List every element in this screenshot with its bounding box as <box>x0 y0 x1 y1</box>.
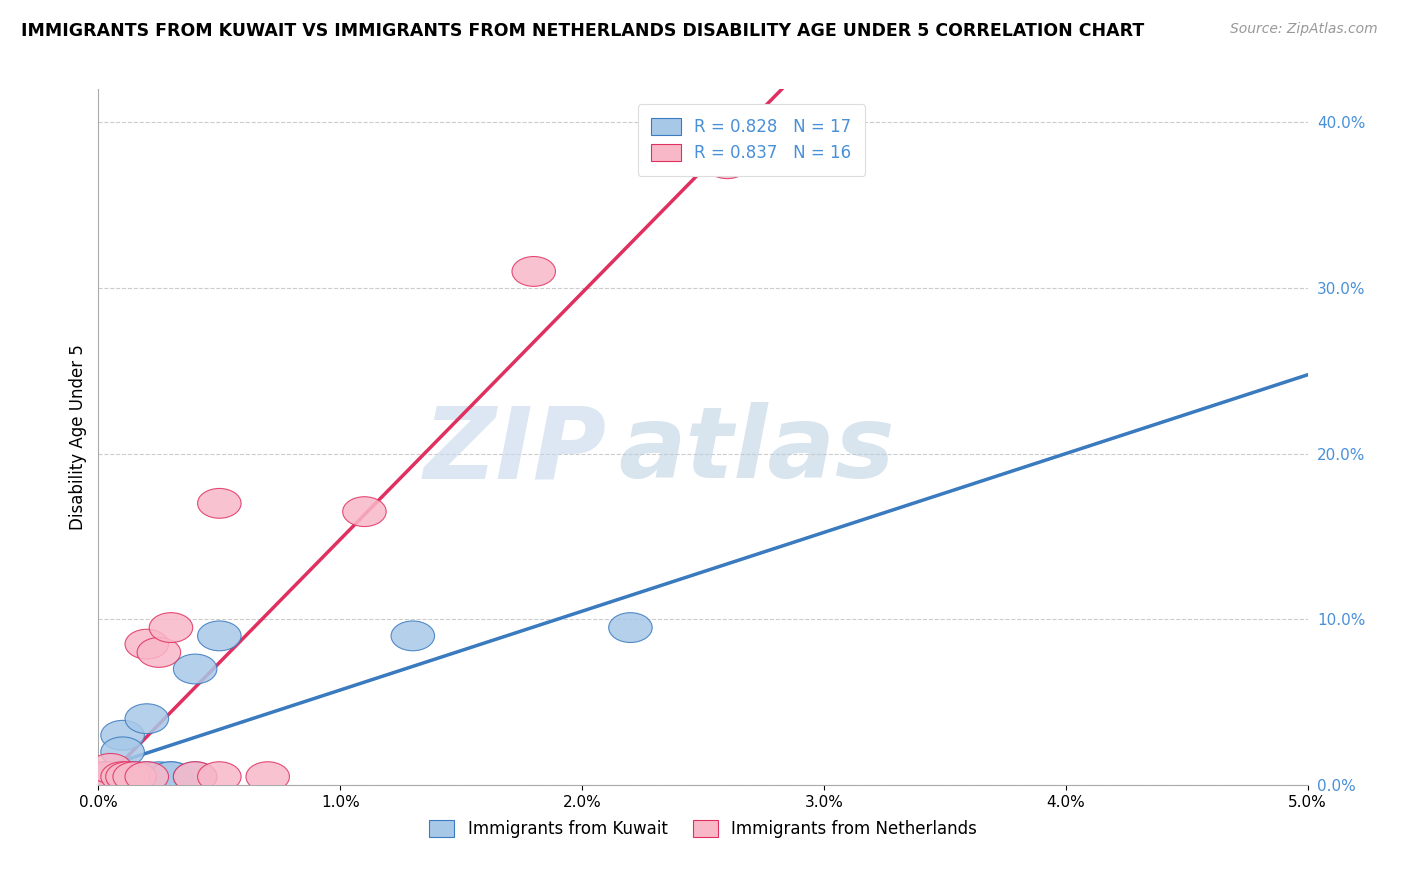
Ellipse shape <box>101 721 145 750</box>
Ellipse shape <box>94 765 138 795</box>
Ellipse shape <box>609 613 652 642</box>
Text: atlas: atlas <box>619 402 894 500</box>
Ellipse shape <box>89 754 132 783</box>
Ellipse shape <box>105 762 149 791</box>
Ellipse shape <box>112 762 156 791</box>
Ellipse shape <box>391 621 434 651</box>
Ellipse shape <box>125 704 169 733</box>
Ellipse shape <box>198 489 240 518</box>
Ellipse shape <box>125 762 169 791</box>
Ellipse shape <box>149 762 193 791</box>
Ellipse shape <box>198 762 240 791</box>
Ellipse shape <box>512 257 555 286</box>
Ellipse shape <box>173 654 217 684</box>
Ellipse shape <box>101 737 145 767</box>
Ellipse shape <box>84 762 128 791</box>
Ellipse shape <box>138 762 180 791</box>
Ellipse shape <box>89 762 132 791</box>
Ellipse shape <box>84 762 128 791</box>
Ellipse shape <box>138 638 180 667</box>
Ellipse shape <box>112 762 156 791</box>
Y-axis label: Disability Age Under 5: Disability Age Under 5 <box>69 344 87 530</box>
Ellipse shape <box>246 762 290 791</box>
Ellipse shape <box>173 762 217 791</box>
Ellipse shape <box>149 762 193 791</box>
Text: ZIP: ZIP <box>423 402 606 500</box>
Ellipse shape <box>105 762 149 791</box>
Ellipse shape <box>198 621 240 651</box>
Ellipse shape <box>706 149 749 178</box>
Legend: Immigrants from Kuwait, Immigrants from Netherlands: Immigrants from Kuwait, Immigrants from … <box>420 812 986 847</box>
Ellipse shape <box>101 762 145 791</box>
Ellipse shape <box>125 629 169 659</box>
Ellipse shape <box>125 762 169 791</box>
Ellipse shape <box>149 613 193 642</box>
Ellipse shape <box>173 762 217 791</box>
Text: Source: ZipAtlas.com: Source: ZipAtlas.com <box>1230 22 1378 37</box>
Ellipse shape <box>343 497 387 526</box>
Text: IMMIGRANTS FROM KUWAIT VS IMMIGRANTS FROM NETHERLANDS DISABILITY AGE UNDER 5 COR: IMMIGRANTS FROM KUWAIT VS IMMIGRANTS FRO… <box>21 22 1144 40</box>
